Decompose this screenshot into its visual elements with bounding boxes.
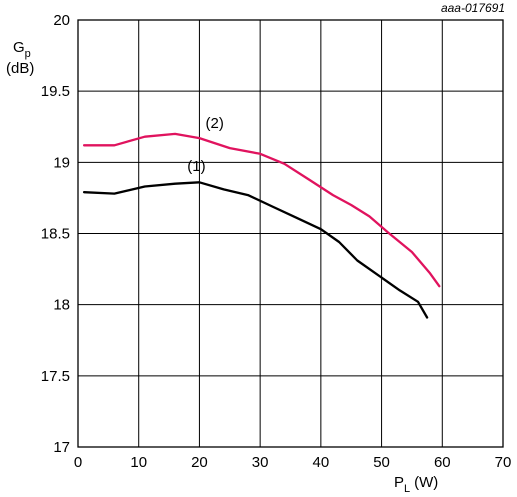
x-tick-label: 30	[252, 454, 269, 471]
x-tick-label: 50	[373, 454, 390, 471]
x-tick-label: 20	[191, 454, 208, 471]
y-tick-labels: 17 17.5 18 18.5 19 19.5 20	[41, 12, 70, 456]
y-axis-label-sub: p	[25, 48, 31, 60]
figure-code: aaa-017691	[441, 1, 505, 15]
y-tick-label: 19.5	[41, 83, 70, 100]
x-tick-labels: 0 10 20 30 40 50 60 70	[74, 454, 512, 471]
x-axis-unit: (W)	[414, 474, 438, 491]
series-line-2	[82, 132, 441, 288]
y-axis-unit: (dB)	[6, 60, 34, 77]
series-line-1	[82, 181, 429, 319]
x-axis-label: PL (W)	[394, 474, 438, 495]
y-axis-label: Gp	[13, 39, 31, 60]
y-tick-label: 20	[53, 12, 70, 29]
x-tick-label: 0	[74, 454, 82, 471]
y-tick-label: 17.5	[41, 368, 70, 385]
y-tick-label: 19	[53, 154, 70, 171]
series-label-1: (1)	[187, 158, 205, 175]
y-tick-label: 18.5	[41, 226, 70, 243]
x-axis-label-main: P	[394, 474, 404, 491]
y-tick-label: 18	[53, 297, 70, 314]
plot-frame	[77, 19, 504, 448]
series-label-2: (2)	[206, 115, 224, 132]
x-axis-label-sub: L	[404, 483, 410, 495]
x-tick-label: 60	[434, 454, 451, 471]
x-tick-label: 10	[130, 454, 147, 471]
y-axis-label-main: G	[13, 39, 25, 56]
series-layer	[82, 132, 441, 319]
x-tick-label: 40	[313, 454, 330, 471]
x-tick-label: 70	[495, 454, 512, 471]
y-tick-label: 17	[53, 439, 70, 456]
